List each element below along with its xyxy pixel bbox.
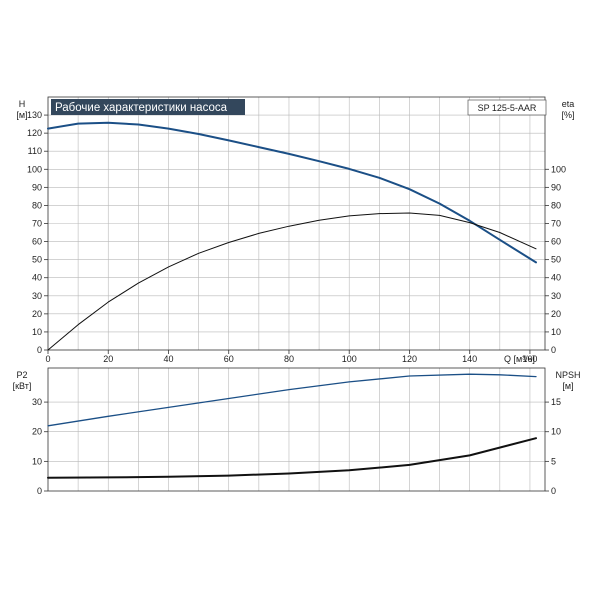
right-axis-label: [м]: [562, 381, 573, 391]
x-axis-tick-label: 60: [224, 354, 234, 364]
right-axis-tick-label: 30: [551, 291, 561, 301]
left-axis-tick-label: 40: [32, 273, 42, 283]
pump-performance-panel: 0 10 20 30 40 50 60 70 80 90 100 110 120 130 0 10 20 30 40…: [16, 96, 575, 364]
left-axis-tick-label: 90: [32, 182, 42, 192]
x-axis-tick-label: 40: [163, 354, 173, 364]
plot-frame: [47, 367, 546, 492]
right-axis-tick-label: 20: [551, 309, 561, 319]
right-axis-tick-label: 10: [551, 327, 561, 337]
left-axis-label: P2: [16, 370, 27, 380]
right-axis-tick-label: 80: [551, 200, 561, 210]
left-axis-tick-label: 30: [32, 397, 42, 407]
right-axis-label: eta: [562, 99, 575, 109]
right-axis-tick-label: 60: [551, 237, 561, 247]
right-axis-tick-label: 40: [551, 273, 561, 283]
left-axis-tick-label: 10: [32, 456, 42, 466]
left-axis-tick-label: 10: [32, 327, 42, 337]
right-axis-tick-label: 15: [551, 397, 561, 407]
left-axis-tick-label: 110: [28, 146, 42, 156]
model-label: SP 125-5-AAR: [478, 103, 537, 113]
right-axis-tick-label: 5: [551, 456, 556, 466]
left-axis-label: [м]: [16, 110, 27, 120]
x-axis-tick-label: 0: [45, 354, 50, 364]
series-line: [47, 121, 537, 264]
chart-title-background: [51, 99, 245, 115]
left-axis-tick-label: 50: [32, 255, 42, 265]
left-axis-tick-label: 70: [32, 219, 42, 229]
left-axis-tick-label: 30: [32, 291, 42, 301]
right-axis-tick-label: 50: [551, 255, 561, 265]
left-axis-tick-label: 0: [37, 345, 42, 355]
series-line: [47, 212, 537, 351]
right-axis-tick-label: 0: [551, 486, 556, 496]
left-axis-tick-label: 60: [32, 237, 42, 247]
power-npsh-panel: 0 10 20 30 0 5 10 15 P2[кВт] NPSH[м]: [13, 367, 581, 496]
right-axis-tick-label: 90: [551, 182, 561, 192]
right-axis-tick-label: 70: [551, 219, 561, 229]
left-axis-tick-label: 20: [32, 309, 42, 319]
left-axis-tick-label: 0: [37, 486, 42, 496]
series-line: [47, 437, 537, 479]
left-axis-tick-label: 80: [32, 200, 42, 210]
x-axis-tick-label: 20: [103, 354, 113, 364]
model-label-box: [467, 99, 547, 116]
right-axis-label: [%]: [561, 110, 574, 120]
right-axis-label: NPSH: [555, 370, 580, 380]
x-axis-tick-label: 140: [462, 354, 477, 364]
left-axis-tick-label: 130: [27, 110, 42, 120]
x-axis-tick-label: 120: [402, 354, 417, 364]
x-axis-tick-label: 100: [342, 354, 357, 364]
left-axis-tick-label: 20: [32, 427, 42, 437]
x-axis-tick-label: 160: [522, 354, 537, 364]
chart-title: Рабочие характеристики насоса: [55, 102, 228, 114]
left-axis-tick-label: 100: [27, 164, 42, 174]
right-axis-tick-label: 100: [551, 164, 566, 174]
left-axis-label: H: [19, 99, 26, 109]
left-axis-tick-label: 120: [27, 128, 42, 138]
x-axis-tick-label: 80: [284, 354, 294, 364]
x-axis-label: Q [м³/ч]: [504, 354, 535, 364]
right-axis-tick-label: 0: [551, 345, 556, 355]
right-axis-tick-label: 10: [551, 427, 561, 437]
series-line: [47, 373, 537, 427]
left-axis-label: [кВт]: [13, 381, 32, 391]
